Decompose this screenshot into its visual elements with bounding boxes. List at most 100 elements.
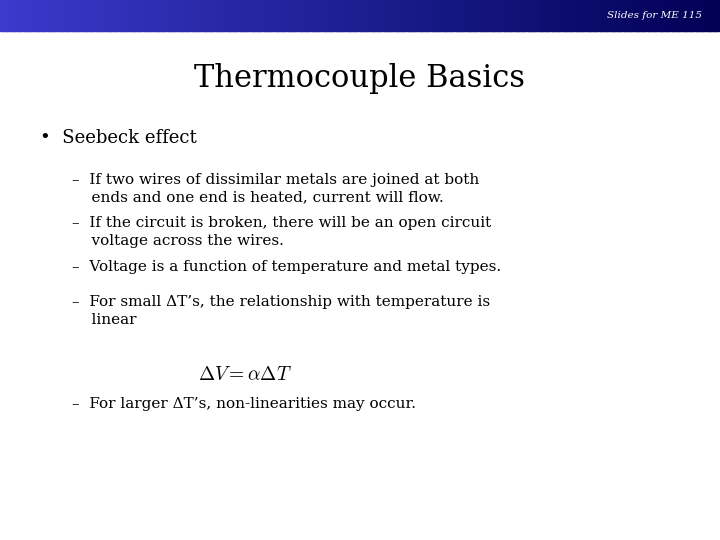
Bar <box>389 0 392 31</box>
Bar <box>439 0 442 31</box>
Bar <box>74 0 78 31</box>
Bar <box>569 0 572 31</box>
Bar <box>574 0 577 31</box>
Bar <box>199 0 202 31</box>
Bar <box>605 0 608 31</box>
Bar <box>293 0 296 31</box>
Bar <box>639 0 642 31</box>
Bar <box>711 0 714 31</box>
Bar <box>552 0 555 31</box>
Bar <box>103 0 107 31</box>
Bar <box>288 0 291 31</box>
Bar <box>2 0 6 31</box>
Bar <box>430 0 433 31</box>
Bar <box>504 0 507 31</box>
Bar <box>617 0 620 31</box>
Bar <box>415 0 418 31</box>
Bar <box>36 0 39 31</box>
Bar <box>600 0 603 31</box>
Bar <box>420 0 423 31</box>
Bar <box>67 0 71 31</box>
Bar <box>360 0 363 31</box>
Bar <box>7 0 10 31</box>
Bar <box>218 0 222 31</box>
Bar <box>338 0 341 31</box>
Text: •  Seebeck effect: • Seebeck effect <box>40 129 197 147</box>
Bar <box>153 0 157 31</box>
Bar <box>91 0 94 31</box>
Bar <box>396 0 399 31</box>
Bar <box>477 0 481 31</box>
Bar <box>178 0 181 31</box>
Bar <box>319 0 323 31</box>
Bar <box>173 0 176 31</box>
Bar <box>434 0 438 31</box>
Bar <box>513 0 517 31</box>
Bar <box>655 0 658 31</box>
Text: Thermocouple Basics: Thermocouple Basics <box>194 63 526 94</box>
Bar <box>161 0 164 31</box>
Bar <box>401 0 404 31</box>
Bar <box>405 0 409 31</box>
Bar <box>106 0 109 31</box>
Bar <box>691 0 694 31</box>
Bar <box>670 0 672 31</box>
Bar <box>413 0 416 31</box>
Bar <box>279 0 282 31</box>
Bar <box>384 0 387 31</box>
Bar <box>156 0 159 31</box>
Bar <box>48 0 51 31</box>
Bar <box>117 0 121 31</box>
Bar <box>317 0 320 31</box>
Bar <box>463 0 467 31</box>
Bar <box>590 0 593 31</box>
Bar <box>135 0 138 31</box>
Bar <box>290 0 294 31</box>
Bar <box>305 0 308 31</box>
Bar <box>346 0 348 31</box>
Bar <box>312 0 315 31</box>
Bar <box>588 0 591 31</box>
Bar <box>127 0 130 31</box>
Bar <box>391 0 395 31</box>
Bar <box>449 0 452 31</box>
Bar <box>598 0 600 31</box>
Bar <box>648 0 651 31</box>
Bar <box>631 0 634 31</box>
Bar <box>418 0 420 31</box>
Bar <box>511 0 514 31</box>
Bar <box>667 0 670 31</box>
Bar <box>0 0 3 31</box>
Bar <box>528 0 531 31</box>
Bar <box>482 0 485 31</box>
Bar <box>518 0 521 31</box>
Bar <box>538 0 541 31</box>
Bar <box>662 0 665 31</box>
Text: –  For small ΔT’s, the relationship with temperature is
    linear: – For small ΔT’s, the relationship with … <box>72 295 490 327</box>
Bar <box>571 0 575 31</box>
Bar <box>223 0 226 31</box>
Bar <box>672 0 675 31</box>
Bar <box>715 0 719 31</box>
Bar <box>14 0 17 31</box>
Bar <box>542 0 546 31</box>
Bar <box>480 0 483 31</box>
Bar <box>437 0 440 31</box>
Bar <box>593 0 596 31</box>
Bar <box>89 0 92 31</box>
Bar <box>120 0 123 31</box>
Text: $\Delta V = \alpha \Delta T$: $\Delta V = \alpha \Delta T$ <box>198 366 292 384</box>
Bar <box>315 0 318 31</box>
Bar <box>166 0 168 31</box>
Bar <box>34 0 37 31</box>
Bar <box>189 0 193 31</box>
Bar <box>353 0 356 31</box>
Bar <box>718 0 720 31</box>
Bar <box>297 0 301 31</box>
Bar <box>557 0 560 31</box>
Bar <box>636 0 639 31</box>
Bar <box>17 0 20 31</box>
Bar <box>324 0 327 31</box>
Bar <box>225 0 229 31</box>
Bar <box>703 0 706 31</box>
